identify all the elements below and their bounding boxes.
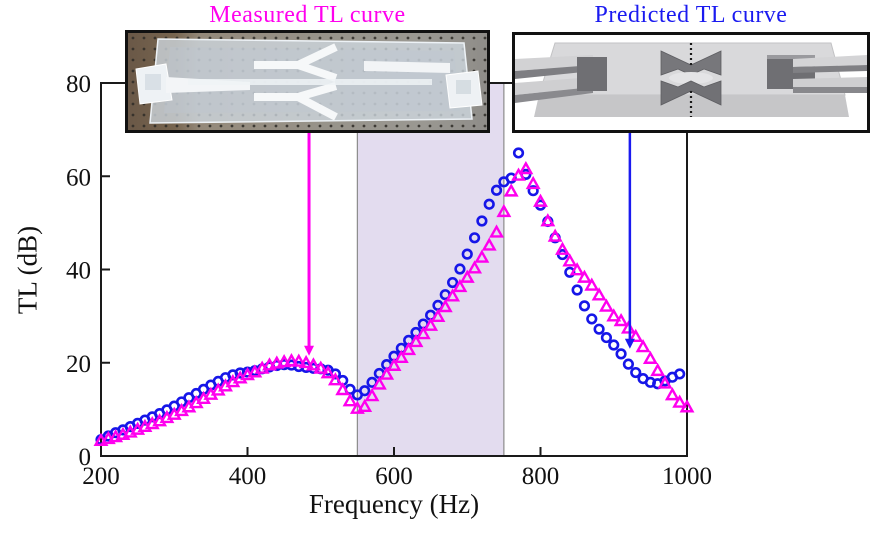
x-tick-label: 600	[375, 463, 413, 490]
x-tick-label: 800	[522, 463, 560, 490]
predicted-model-render	[512, 32, 870, 133]
predicted-point	[571, 284, 583, 296]
y-tick-label: 40	[66, 258, 91, 285]
predicted-point	[527, 185, 539, 197]
predicted-point	[512, 147, 525, 159]
measured-point	[327, 372, 343, 386]
measured-point	[393, 349, 409, 364]
measured-point	[313, 360, 329, 374]
x-tick-label: 1000	[662, 463, 712, 490]
x-axis-label: Frequency (Hz)	[308, 489, 480, 519]
measured-point	[540, 213, 556, 227]
predicted-point	[600, 331, 613, 344]
predicted-pointer-head	[624, 338, 635, 349]
measured-point	[642, 350, 658, 364]
measured-point	[657, 375, 673, 389]
predicted-point	[468, 232, 481, 244]
measured-point	[628, 328, 644, 343]
measured-point	[357, 398, 373, 412]
y-tick-label: 20	[66, 351, 91, 378]
predicted-point	[674, 368, 686, 380]
predicted-point	[490, 184, 503, 196]
measured-point	[562, 253, 578, 267]
y-tick-label: 80	[66, 71, 91, 98]
measured-point	[503, 183, 519, 197]
measured-point	[276, 353, 292, 368]
measured-point	[401, 341, 417, 356]
measured-point	[489, 224, 505, 238]
predicted-point	[630, 366, 642, 379]
measured-point	[283, 353, 299, 367]
measured-point	[569, 262, 585, 276]
predicted-point	[483, 198, 495, 210]
measured-point	[525, 175, 541, 190]
measured-point	[364, 388, 380, 402]
measured-point	[445, 288, 461, 302]
y-tick-label: 0	[79, 444, 92, 471]
measured-point	[408, 333, 424, 348]
predicted-point	[578, 300, 591, 312]
predicted-point	[476, 215, 488, 227]
predicted-point	[359, 385, 371, 397]
predicted-point	[608, 339, 620, 351]
measured-point	[423, 317, 439, 331]
measured-point	[459, 269, 475, 283]
predicted-point	[461, 248, 473, 260]
predicted-series	[95, 147, 686, 446]
model-render-graphic	[515, 35, 867, 130]
measured-point	[335, 381, 351, 396]
predicted-point	[447, 276, 459, 289]
predicted-point	[593, 323, 605, 335]
measured-point	[437, 298, 453, 313]
predicted-point	[505, 172, 517, 184]
highlight-band	[357, 83, 504, 456]
measured-point	[518, 160, 534, 175]
measured-point	[452, 278, 468, 293]
measured-point	[591, 287, 607, 301]
measured-point	[305, 357, 321, 371]
measured-point	[386, 357, 402, 371]
x-tick-label: 400	[229, 463, 267, 490]
measured-sample-photo	[125, 30, 490, 133]
sample-photo-graphic	[128, 33, 487, 130]
predicted-point	[586, 313, 598, 325]
measured-curve-title: Measured TL curve	[209, 2, 406, 28]
measured-point	[679, 399, 695, 413]
measured-point	[511, 167, 526, 181]
measured-point	[613, 312, 629, 327]
y-tick-label: 60	[66, 164, 91, 191]
measured-point	[672, 394, 688, 408]
measured-pointer-head	[304, 345, 315, 356]
measured-point	[606, 308, 622, 322]
measured-point	[496, 203, 512, 218]
measured-point	[584, 277, 600, 291]
measured-point	[598, 298, 614, 312]
predicted-point	[622, 358, 635, 370]
measured-point	[533, 193, 548, 207]
measured-point	[342, 393, 358, 407]
measured-point	[298, 354, 314, 369]
measured-point	[415, 325, 431, 340]
measured-series	[93, 160, 695, 447]
measured-point	[635, 339, 651, 353]
measured-point	[320, 365, 336, 379]
predicted-curve-title: Predicted TL curve	[594, 2, 788, 28]
measured-point	[576, 269, 592, 283]
measured-point	[430, 308, 446, 322]
predicted-point	[615, 348, 627, 360]
measured-point	[664, 387, 680, 401]
measured-point	[481, 237, 497, 251]
measured-point	[379, 366, 395, 380]
x-tick-label: 200	[82, 463, 120, 490]
measured-point	[291, 353, 307, 367]
measured-point	[650, 362, 666, 377]
measured-point	[371, 376, 387, 390]
measured-point	[547, 228, 563, 242]
measured-point	[555, 241, 570, 255]
measured-point	[467, 260, 483, 274]
measured-point	[474, 249, 490, 263]
predicted-point	[454, 263, 466, 275]
